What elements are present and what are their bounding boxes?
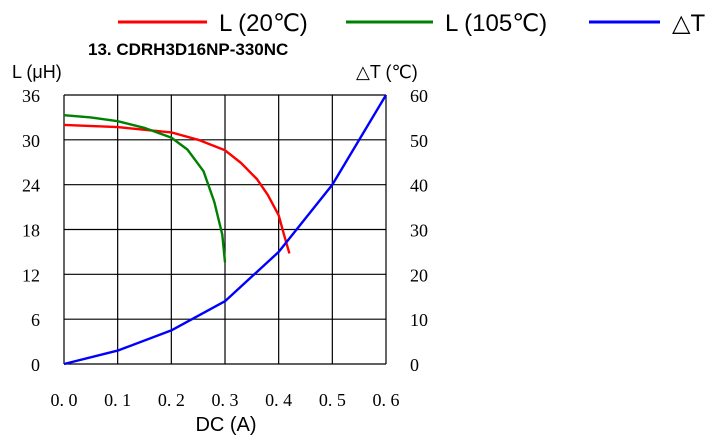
series-line-0	[63, 123, 291, 254]
y-right-tick-label: 40	[410, 176, 428, 196]
legend-label-dt: △T	[672, 10, 705, 37]
grid	[63, 94, 387, 365]
y-right-tick-label: 30	[410, 221, 428, 241]
legend-label-l105: L (105℃)	[445, 10, 547, 37]
y-left-tick-label: 36	[22, 86, 40, 106]
series-line-1	[63, 114, 227, 263]
series-lines	[63, 94, 388, 366]
y-left-tick-label: 0	[31, 355, 40, 375]
x-tick-label: 0. 2	[158, 390, 185, 410]
legend-label-l20: L (20℃)	[219, 10, 308, 37]
y-left-tick-label: 24	[22, 176, 40, 196]
x-tick-label: 0. 3	[212, 390, 239, 410]
x-tick-label: 0. 1	[104, 390, 131, 410]
series-line-2	[63, 94, 388, 366]
y-right-tick-label: 50	[410, 131, 428, 151]
x-tick-label: 0. 5	[319, 390, 346, 410]
y-left-tick-label: 30	[22, 131, 40, 151]
chart-title: 13. CDRH3D16NP-330NC	[88, 40, 288, 59]
y-axis-left-label: L (μH)	[12, 62, 62, 82]
x-axis-label: DC (A)	[195, 414, 256, 436]
y-left-tick-label: 12	[22, 265, 40, 285]
legend: L (20℃) L (105℃) △T	[118, 10, 705, 37]
x-tick-label: 0. 4	[265, 390, 292, 410]
y-axis-right-label: △T (℃)	[356, 62, 418, 82]
y-right-tick-label: 10	[410, 310, 428, 330]
y-left-tick-label: 6	[31, 310, 40, 330]
y-left-tick-label: 18	[22, 221, 40, 241]
y-right-tick-label: 60	[410, 86, 428, 106]
x-tick-label: 0. 0	[51, 390, 78, 410]
tick-labels: 0. 0 0. 1 0. 2 0. 3 0. 4 0. 5 0. 6 0 0 6 10 12 20 18 3…	[22, 86, 428, 410]
y-right-tick-label: 0	[410, 355, 419, 375]
x-tick-label: 0. 6	[373, 390, 400, 410]
y-right-tick-label: 20	[410, 265, 428, 285]
